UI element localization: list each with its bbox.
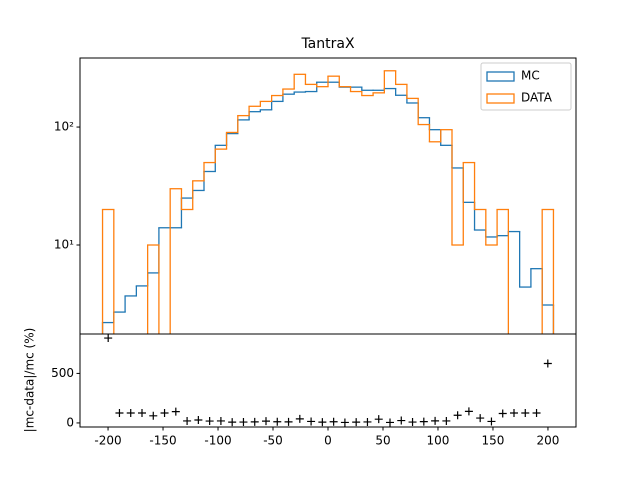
data-point <box>329 417 338 426</box>
data-point <box>464 407 473 416</box>
data-point <box>318 418 327 427</box>
data-point <box>498 409 507 418</box>
x-tick-label: -200 <box>94 434 121 448</box>
data-point <box>126 409 135 418</box>
x-tick-label: 50 <box>375 434 390 448</box>
data-point <box>149 411 158 420</box>
data-point <box>340 418 349 427</box>
x-tick-label: 150 <box>482 434 505 448</box>
legend-label: DATA <box>521 91 553 105</box>
x-tick-label: -150 <box>149 434 176 448</box>
data-point <box>228 418 237 427</box>
legend-swatch <box>486 93 515 104</box>
y-tick-label: 500 <box>51 366 74 380</box>
chart-title: TantraX <box>300 36 355 52</box>
data-point <box>307 417 316 426</box>
data-point <box>171 407 180 416</box>
data-point <box>262 417 270 426</box>
data-point <box>115 409 124 418</box>
data-point <box>160 409 169 418</box>
y-tick-label: 10² <box>54 120 74 134</box>
y-tick-label: 10¹ <box>54 238 74 252</box>
data-point <box>216 416 225 425</box>
x-tick-label: -100 <box>204 434 231 448</box>
data-point <box>284 417 293 426</box>
data-point <box>273 417 282 426</box>
data-point <box>431 416 440 425</box>
data-point <box>205 417 214 426</box>
data-point <box>295 414 304 423</box>
data-point <box>532 409 541 418</box>
y-axis-label: |mc-data|/mc (%) <box>23 328 37 433</box>
data-point <box>543 359 552 368</box>
data-point <box>408 418 417 427</box>
data-point <box>453 411 462 420</box>
data-point <box>510 409 518 418</box>
x-tick-label: 200 <box>537 434 560 448</box>
data-point <box>476 414 485 423</box>
data-point <box>419 417 428 426</box>
plot-area <box>101 70 555 334</box>
data-point <box>352 418 361 427</box>
legend-swatch <box>486 71 515 82</box>
data-point <box>521 409 530 418</box>
data-point <box>104 334 113 343</box>
legend-box <box>480 62 572 111</box>
data-point <box>239 418 248 427</box>
x-tick-label: 0 <box>324 434 332 448</box>
data-point <box>397 416 406 425</box>
data-point <box>363 417 372 426</box>
x-tick-label: -50 <box>263 434 283 448</box>
data-point <box>374 415 383 424</box>
x-tick-label: 100 <box>427 434 450 448</box>
data-point <box>386 418 394 427</box>
data-point <box>138 409 146 418</box>
legend-label: MC <box>521 69 540 83</box>
data-point <box>194 415 203 424</box>
data-point <box>250 417 259 426</box>
y-tick-label: 0 <box>66 415 74 429</box>
axes-frame <box>79 333 577 428</box>
data-point <box>442 416 451 425</box>
data-point <box>487 417 496 426</box>
data-point <box>183 416 192 425</box>
